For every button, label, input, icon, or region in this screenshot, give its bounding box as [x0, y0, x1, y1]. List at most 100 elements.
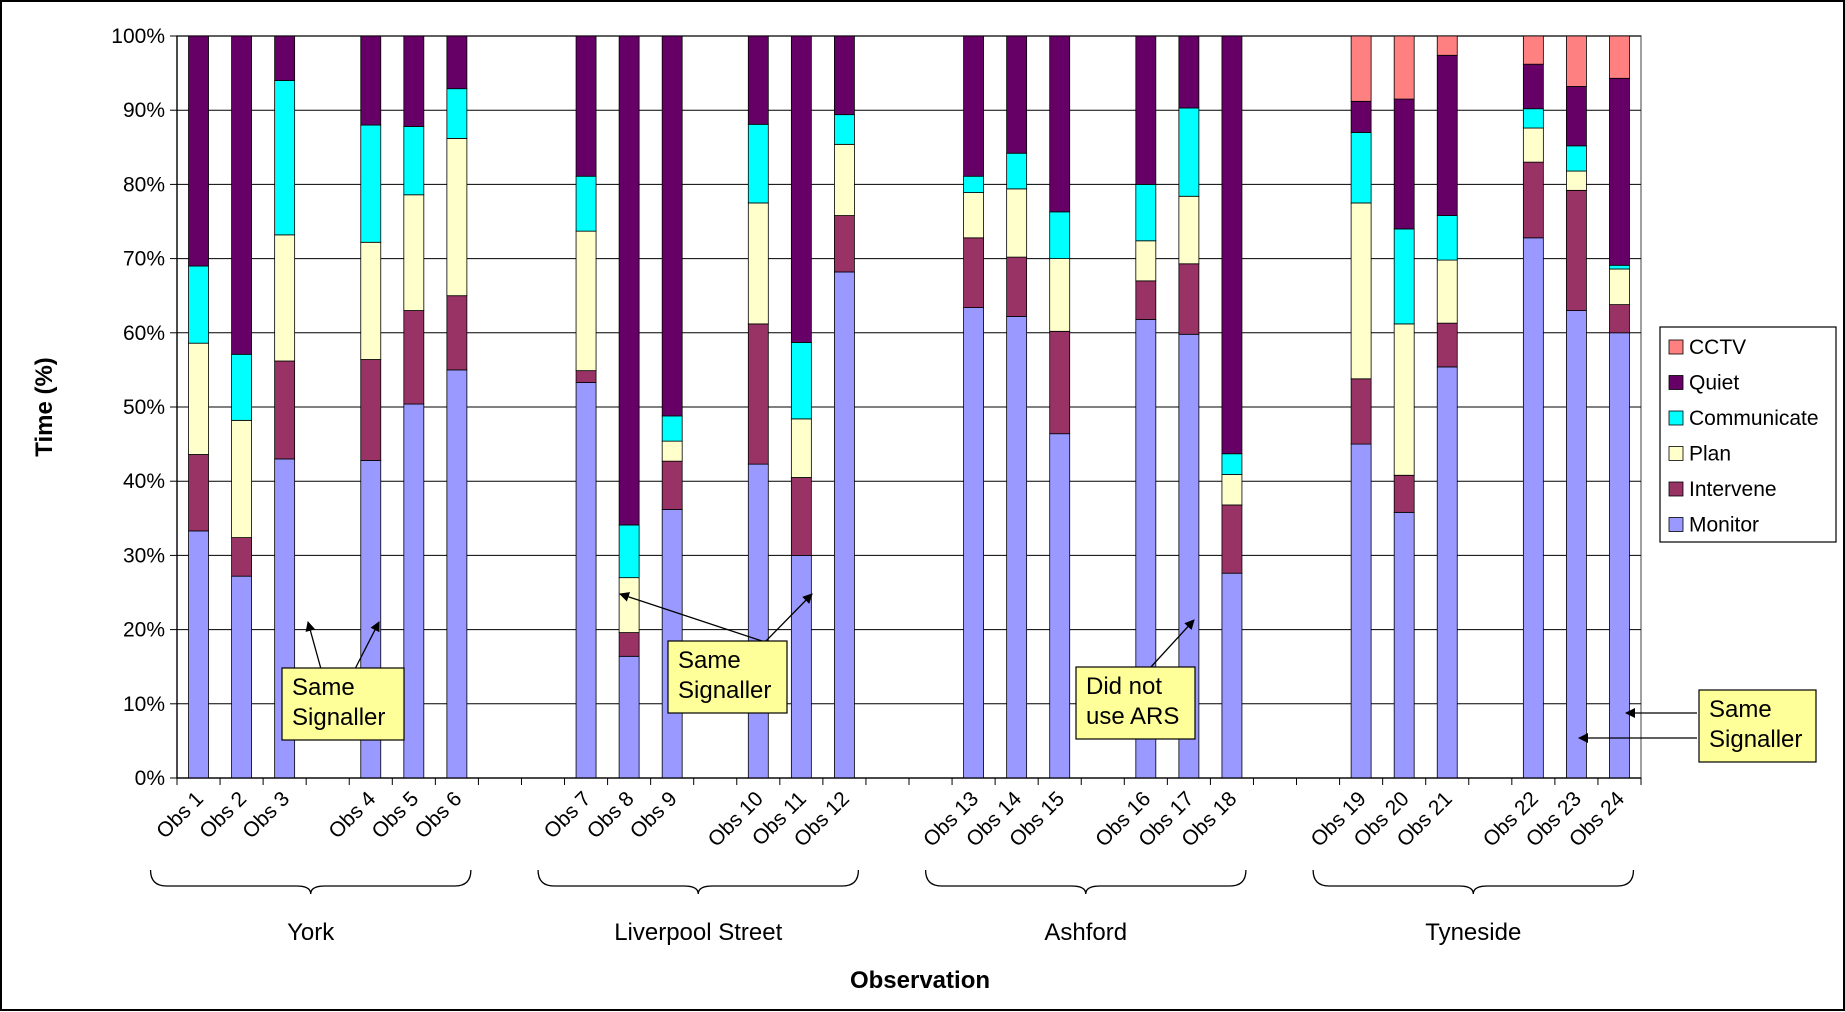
annotations: Same Signaller Same Signaller Did not use ARS… — [281, 592, 1817, 763]
bar-segment-monitor — [1221, 572, 1243, 779]
bar-segment-quiet — [188, 35, 209, 267]
bar-segment-quiet — [661, 35, 683, 417]
annotation-box — [281, 667, 405, 741]
bar-segment-plan — [790, 418, 812, 478]
bar-segment-communicate — [1135, 183, 1157, 242]
bar-segment-monitor — [747, 463, 769, 779]
bar-segment-monitor — [963, 307, 984, 779]
bar-segment-communicate — [403, 126, 425, 196]
y-tick-label: 90% — [123, 99, 165, 122]
bar-segment-communicate — [1178, 107, 1200, 197]
bar-segment-communicate — [274, 80, 296, 236]
bar-segment-plan — [403, 194, 425, 311]
bar-segment-plan — [1522, 127, 1544, 163]
bar-segment-monitor — [1436, 366, 1458, 779]
bar-segment-intervene — [661, 460, 683, 510]
bar-segment-monitor — [575, 382, 597, 779]
group-label: Liverpool Street — [614, 919, 782, 946]
bar-segment-communicate — [1221, 453, 1243, 475]
bar-segment-quiet — [1566, 86, 1587, 147]
annotation-text: Signaller — [678, 677, 771, 704]
legend-swatch — [1668, 375, 1684, 390]
bar-segment-intervene — [1566, 189, 1587, 311]
y-tick-label: 40% — [123, 470, 165, 493]
bar-segment-communicate — [446, 88, 468, 139]
annotation-box — [1698, 689, 1817, 763]
bar-segment-communicate — [1350, 132, 1372, 204]
y-axis-title: Time (%) — [31, 357, 58, 457]
group-label: Tyneside — [1425, 919, 1521, 946]
site-groups: York Liverpool Street Ashford Tyneside — [149, 869, 1635, 946]
bar-segment-communicate — [360, 124, 382, 243]
bar-segment-quiet — [1178, 35, 1200, 109]
bar-segment-intervene — [231, 537, 252, 577]
group-label: York — [287, 919, 335, 946]
bar-segment-plan — [1350, 202, 1372, 380]
annotation-text: Signaller — [292, 704, 385, 731]
annotation-text: use ARS — [1086, 703, 1179, 730]
bar-segment-monitor — [834, 271, 855, 779]
bar-segment-communicate — [1049, 211, 1071, 260]
bar-segment-monitor — [1006, 316, 1028, 779]
bar-segment-cctv — [1393, 35, 1415, 100]
annotation-text: Same — [678, 647, 741, 674]
annotation-text: Signaller — [1709, 726, 1802, 753]
group-brace — [1312, 869, 1635, 895]
bar-segment-intervene — [403, 310, 425, 405]
bar-segment-quiet — [403, 35, 425, 127]
bar-segment-plan — [360, 241, 382, 360]
bar-segment-monitor — [1393, 511, 1415, 779]
y-tick-label: 80% — [123, 173, 165, 196]
bar-segment-quiet — [1393, 98, 1415, 230]
bar-segment-intervene — [1609, 304, 1630, 334]
bar-segment-quiet — [274, 35, 296, 81]
bar-segment-plan — [575, 230, 597, 372]
bar-segment-intervene — [1436, 322, 1458, 368]
bar-segment-intervene — [1393, 474, 1415, 513]
bar-segment-communicate — [1566, 145, 1587, 172]
bar-segment-intervene — [1049, 330, 1071, 435]
bar-segment-monitor — [618, 655, 640, 779]
bar-segment-plan — [963, 192, 984, 239]
bar-segment-cctv — [1436, 35, 1458, 56]
bar-segment-intervene — [1522, 161, 1544, 239]
bar-segment-plan — [1006, 188, 1028, 258]
bar-segment-plan — [274, 234, 296, 362]
bar-segment-communicate — [1609, 264, 1630, 270]
y-tick-label: 20% — [123, 619, 165, 642]
annotation-text: Same — [292, 674, 355, 701]
legend-box — [1659, 326, 1837, 543]
legend-swatch — [1668, 446, 1684, 461]
legend-label: Communicate — [1689, 407, 1819, 430]
bar-segment-plan — [446, 137, 468, 297]
bar-segment-quiet — [1135, 35, 1157, 185]
bar-segment-monitor — [1049, 433, 1071, 779]
bar-segment-quiet — [1049, 35, 1071, 213]
bar-segment-plan — [1609, 268, 1630, 306]
bar-segment-monitor — [1522, 237, 1544, 779]
bar-segment-plan — [661, 440, 683, 462]
legend-label: Plan — [1689, 443, 1731, 466]
bar-segment-cctv — [1350, 35, 1372, 102]
bar-segment-plan — [231, 419, 252, 538]
bar-segment-communicate — [790, 342, 812, 420]
legend-label: Quiet — [1689, 372, 1739, 395]
bar-segment-quiet — [1221, 35, 1243, 455]
group-brace — [149, 869, 472, 895]
bar-segment-intervene — [188, 454, 209, 532]
y-tick-label: 100% — [111, 25, 165, 48]
axes: 0% 10% 20% 30% 40% 50% 60% 70% 80% 90% 100% — [111, 25, 1642, 790]
bar-segment-intervene — [575, 370, 597, 383]
y-tick-label: 0% — [135, 767, 165, 790]
annotation-box — [667, 640, 788, 714]
bar-segment-quiet — [747, 35, 769, 125]
bar-segment-communicate — [575, 175, 597, 232]
bar-segment-intervene — [963, 237, 984, 308]
bar-segment-quiet — [1522, 63, 1544, 110]
legend-swatch — [1668, 517, 1684, 532]
y-tick-label: 70% — [123, 248, 165, 271]
bar-segment-monitor — [446, 369, 468, 779]
annotation-arrow — [764, 593, 813, 643]
annotation-text: Same — [1709, 696, 1772, 723]
bar-segment-intervene — [1135, 280, 1157, 320]
